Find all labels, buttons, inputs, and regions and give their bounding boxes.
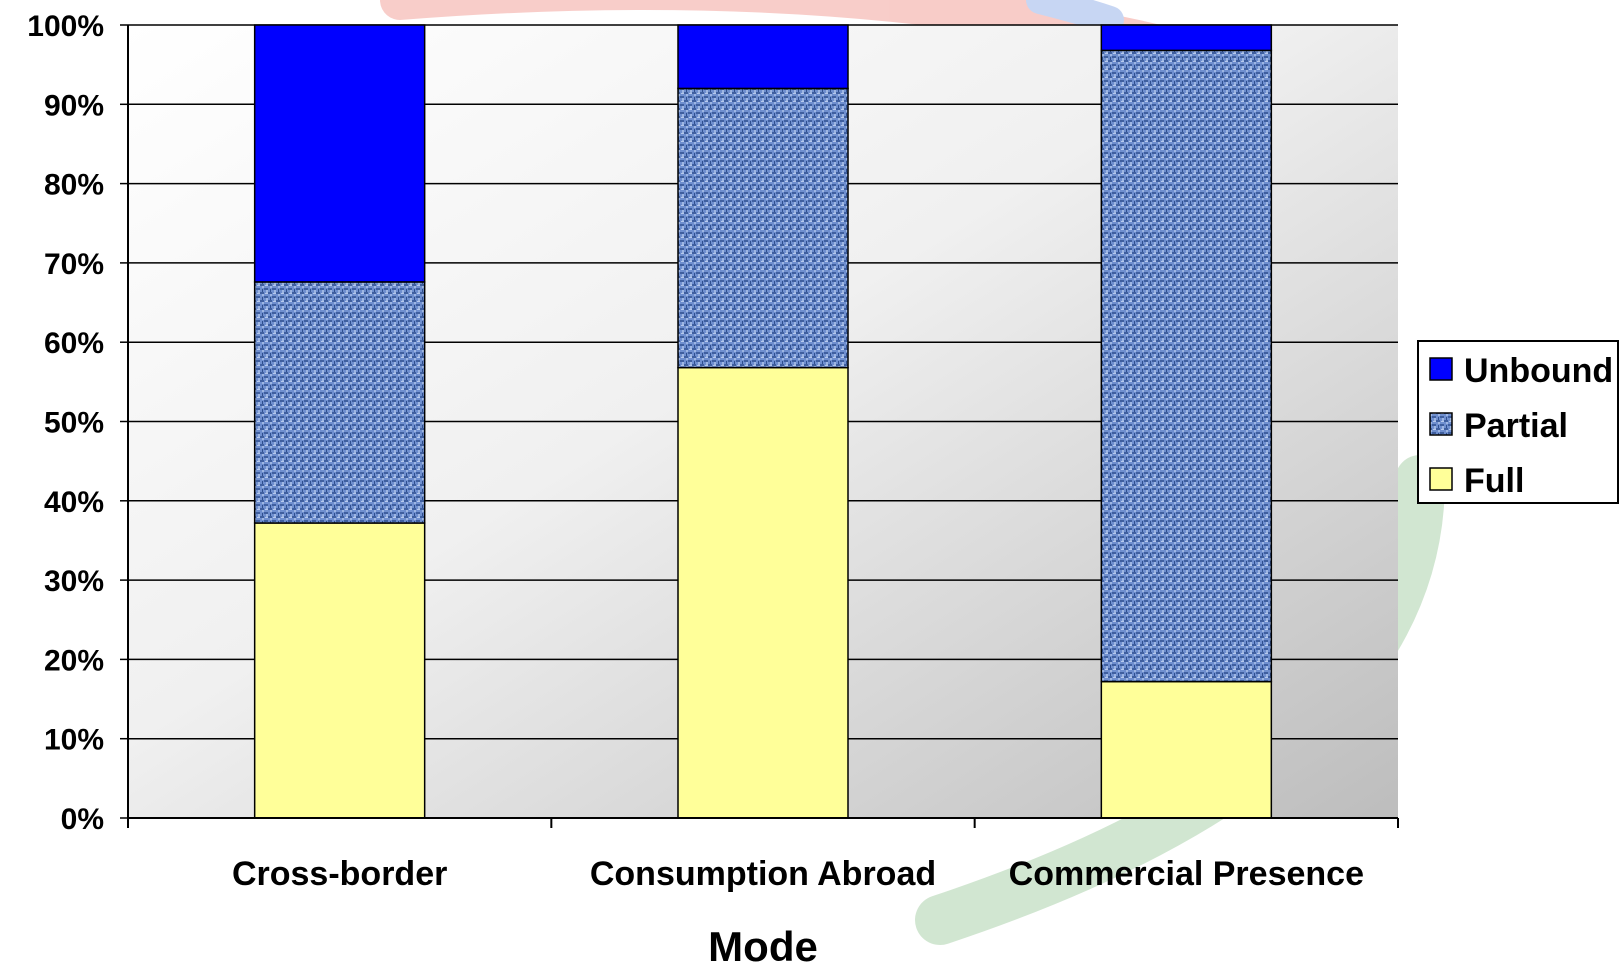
bar-segment-unbound bbox=[1100, 24, 1273, 52]
legend: Unbound Partial Full bbox=[1417, 340, 1619, 504]
x-category-labels: Cross-border Consumption Abroad Commercial… bbox=[232, 855, 1364, 893]
y-tick-label: 60% bbox=[44, 327, 104, 360]
axes bbox=[127, 25, 1399, 828]
y-tick-label: 10% bbox=[44, 724, 104, 757]
y-tick-label: 40% bbox=[44, 486, 104, 519]
legend-swatch-full bbox=[1429, 467, 1453, 491]
y-tick-labels: 0% 10% 20% 30% 40% 50% 60% 70% 80% 90% 100% bbox=[27, 10, 104, 836]
y-tick-label: 100% bbox=[27, 10, 104, 43]
y-tick-label: 90% bbox=[44, 89, 104, 122]
legend-label-full: Full bbox=[1464, 462, 1524, 500]
bar-segment-unbound bbox=[677, 24, 849, 90]
x-category-label: Cross-border bbox=[232, 855, 447, 893]
legend-label-unbound: Unbound bbox=[1464, 352, 1613, 390]
x-axis-title: Mode bbox=[708, 923, 818, 965]
bar-segment-full bbox=[677, 366, 849, 819]
x-category-label: Consumption Abroad bbox=[590, 855, 936, 893]
y-tick-label: 80% bbox=[44, 169, 104, 202]
x-category-label: Commercial Presence bbox=[1009, 855, 1364, 893]
legend-swatch-unbound bbox=[1429, 357, 1453, 381]
legend-label-partial: Partial bbox=[1464, 407, 1568, 445]
bar-segment-partial bbox=[253, 281, 426, 524]
bar-segment-full bbox=[1100, 680, 1273, 819]
y-tick-label: 50% bbox=[44, 407, 104, 440]
y-tick-label: 70% bbox=[44, 248, 104, 281]
bar-segment-partial bbox=[1100, 49, 1273, 683]
y-tick-label: 0% bbox=[61, 803, 104, 836]
y-tick-label: 20% bbox=[44, 644, 104, 677]
bar-segment-full bbox=[253, 522, 426, 819]
bar-segment-partial bbox=[677, 87, 849, 369]
y-tick-label: 30% bbox=[44, 565, 104, 598]
bar-segment-unbound bbox=[253, 24, 426, 283]
legend-swatch-partial bbox=[1429, 412, 1453, 436]
bars bbox=[253, 24, 1273, 819]
